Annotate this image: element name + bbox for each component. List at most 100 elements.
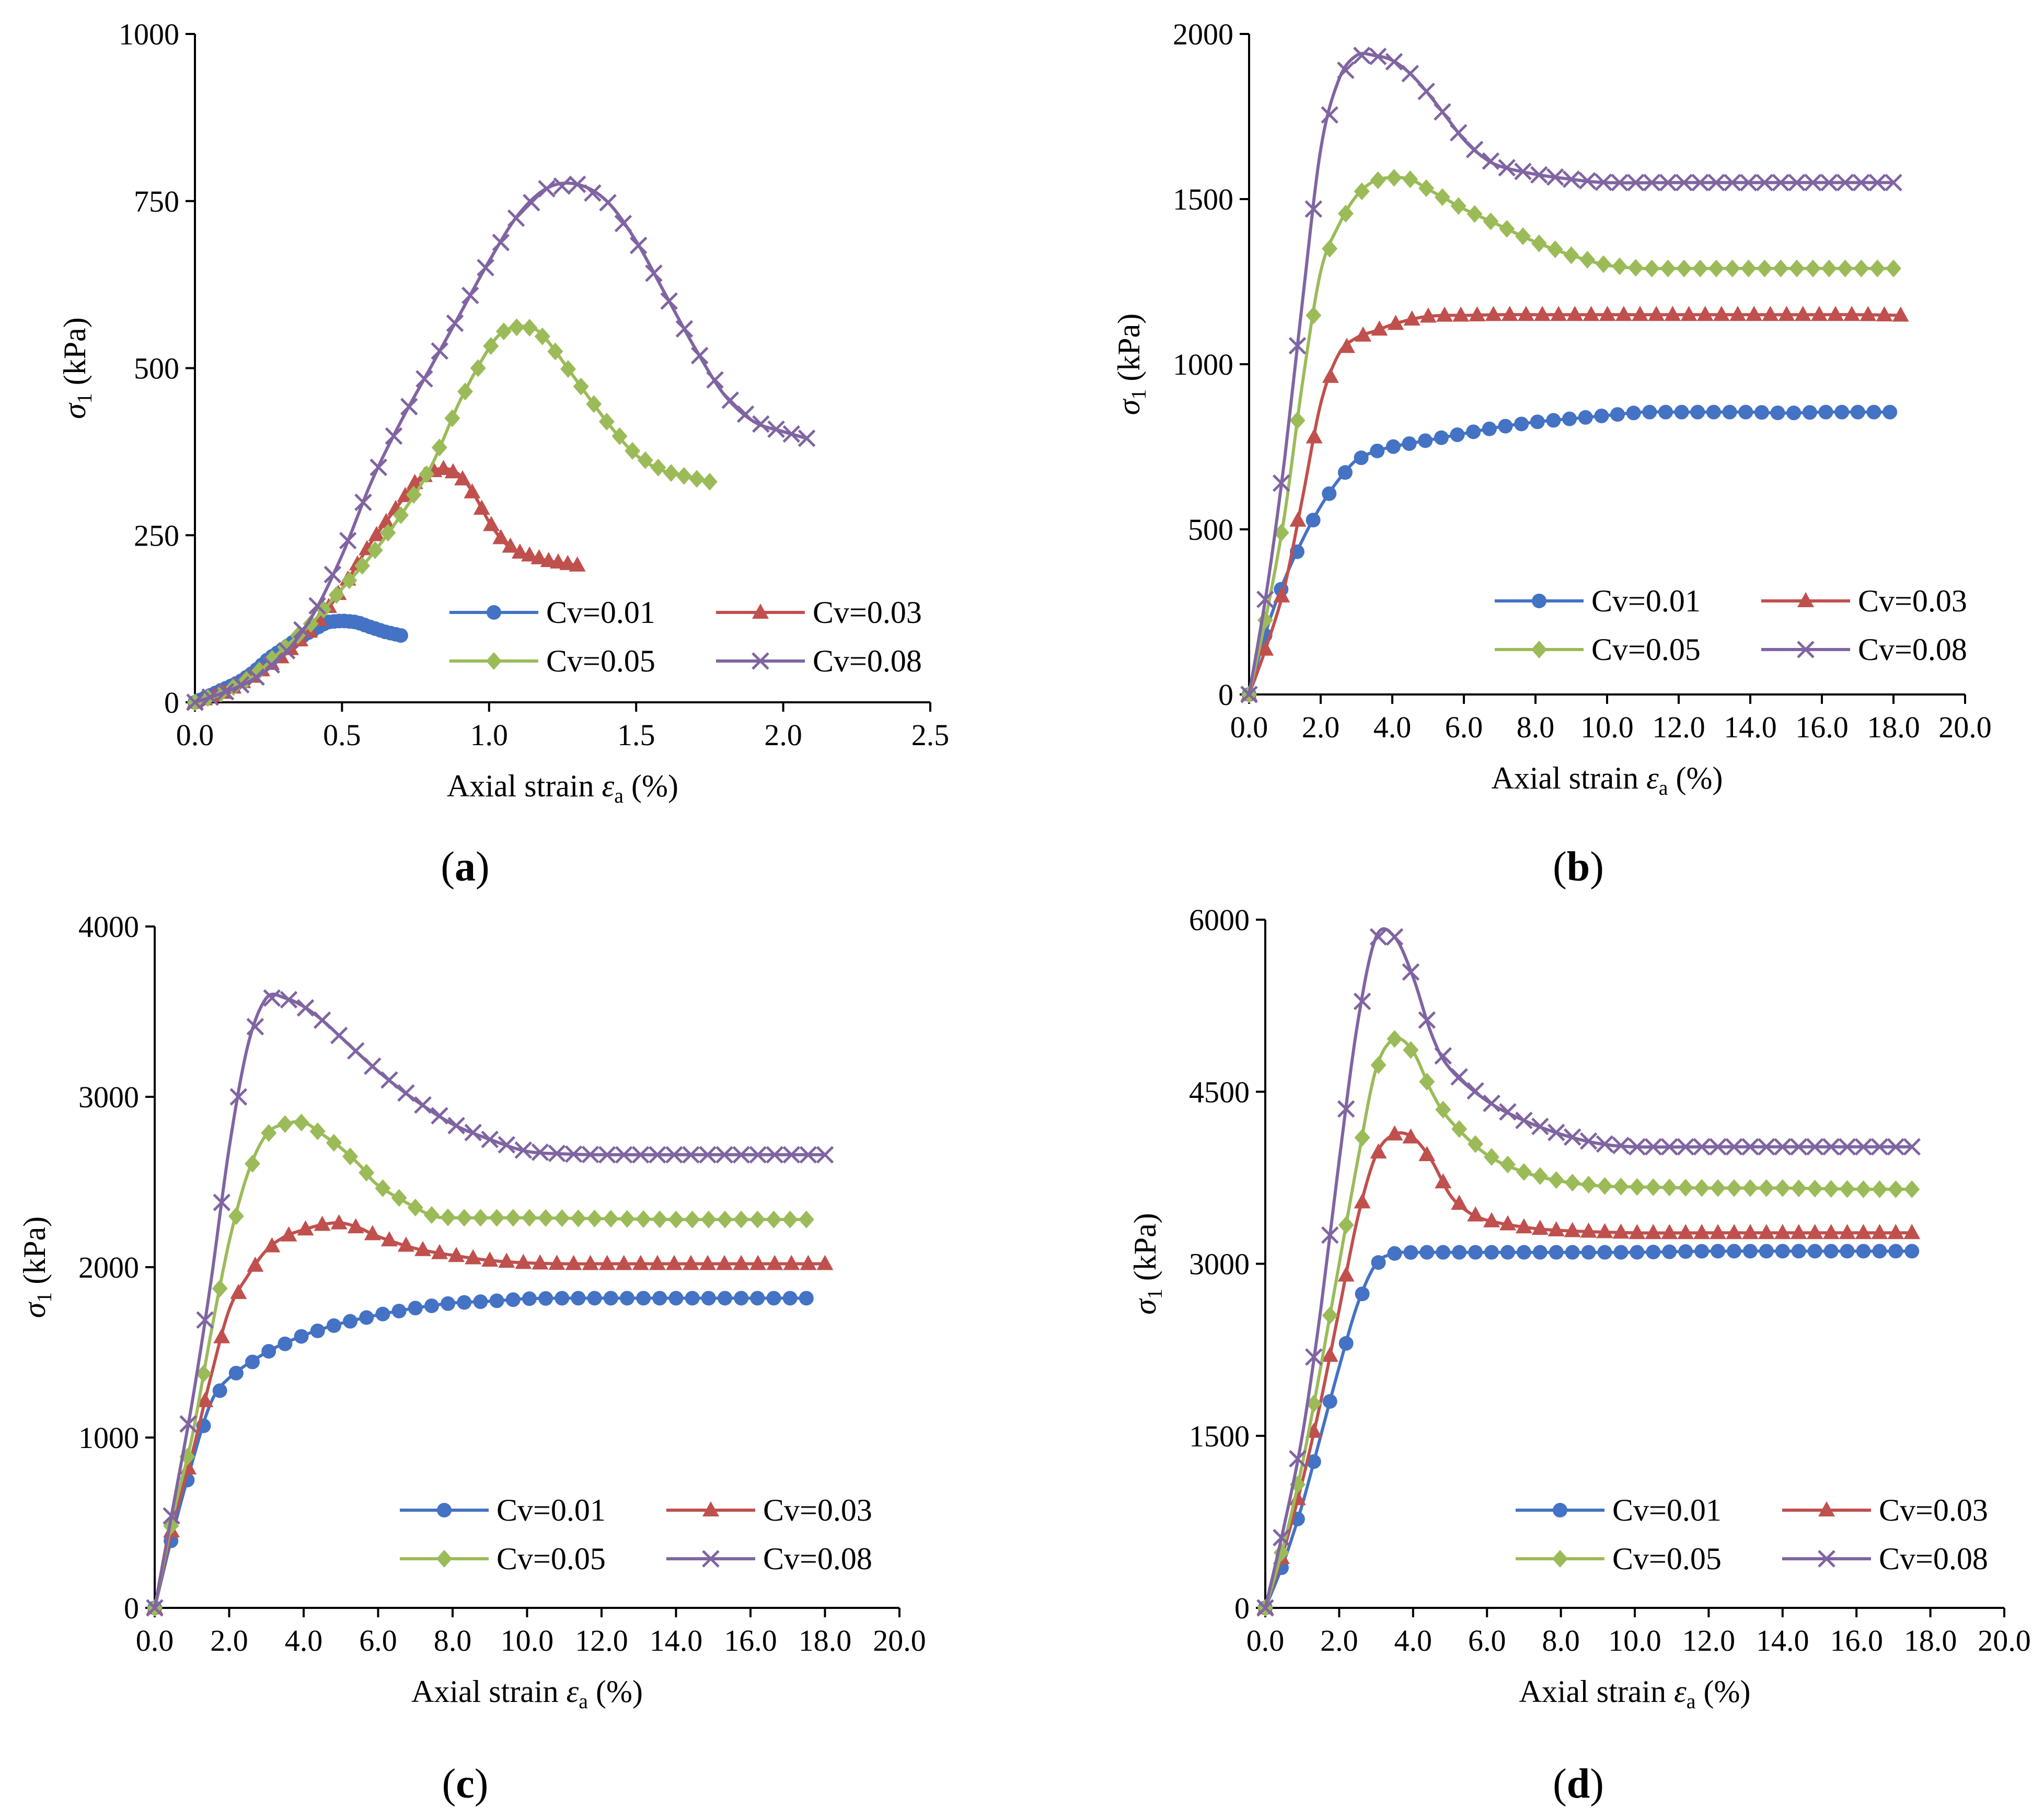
legend-label: Cv=0.05 bbox=[1612, 1542, 1722, 1576]
data-point bbox=[212, 1383, 227, 1398]
x-tick-label: 0.0 bbox=[1230, 710, 1268, 744]
data-point bbox=[1852, 173, 1870, 192]
data-point bbox=[690, 346, 709, 365]
x-tick-label: 14.0 bbox=[1724, 710, 1777, 744]
data-point bbox=[400, 398, 418, 415]
data-point bbox=[699, 1255, 717, 1270]
data-point bbox=[649, 1255, 666, 1270]
data-point bbox=[431, 438, 447, 457]
data-point bbox=[1583, 306, 1600, 321]
data-point bbox=[1468, 1135, 1484, 1153]
x-tick-label: 20.0 bbox=[1978, 1624, 2031, 1658]
data-point bbox=[734, 1291, 749, 1306]
data-point bbox=[614, 214, 632, 233]
data-point bbox=[603, 1210, 619, 1228]
data-point bbox=[1289, 1450, 1307, 1468]
data-point bbox=[1883, 404, 1898, 420]
data-point bbox=[186, 693, 204, 711]
data-point bbox=[1661, 1224, 1678, 1239]
series-line-Cv=0.03 bbox=[153, 1221, 825, 1608]
data-point bbox=[473, 500, 490, 515]
data-point bbox=[701, 472, 718, 491]
data-point bbox=[1418, 433, 1433, 448]
data-point bbox=[1306, 1395, 1322, 1413]
data-point bbox=[1770, 405, 1785, 421]
series-line-Cv=0.03 bbox=[1264, 1131, 1912, 1608]
y-tick-label: 6000 bbox=[1189, 903, 1250, 937]
data-point bbox=[406, 485, 422, 504]
data-point bbox=[228, 1365, 244, 1381]
legend-marker bbox=[1797, 641, 1815, 658]
data-point bbox=[1418, 179, 1435, 198]
data-point bbox=[538, 1291, 553, 1306]
data-point bbox=[1465, 141, 1484, 158]
legend-marker bbox=[1797, 592, 1814, 607]
data-point bbox=[1483, 1094, 1500, 1113]
legend: Cv=0.01 Cv=0.03 Cv=0.05 Cv=0.08 bbox=[1516, 1493, 1988, 1576]
chart-panel-b: 0 500 1000 1500 2000 0.0 2.0 4.0 6.0 8.0 10.0 12.0 1… bbox=[1112, 17, 1992, 890]
data-point bbox=[1678, 1244, 1693, 1259]
data-point bbox=[1563, 246, 1579, 264]
data-point bbox=[636, 1291, 651, 1306]
data-point bbox=[1562, 411, 1577, 426]
data-point bbox=[749, 1210, 766, 1229]
data-point bbox=[1774, 1224, 1791, 1239]
data-point bbox=[454, 470, 471, 485]
data-point bbox=[766, 1291, 781, 1306]
data-point bbox=[397, 1236, 414, 1252]
data-point bbox=[1726, 1179, 1742, 1197]
data-point bbox=[1772, 173, 1789, 192]
data-point bbox=[782, 1291, 798, 1306]
data-point bbox=[1468, 1245, 1483, 1260]
legend-marker bbox=[1818, 1550, 1835, 1568]
x-tick-label: 4.0 bbox=[1394, 1624, 1433, 1658]
data-point bbox=[310, 1323, 325, 1338]
data-point bbox=[522, 1291, 537, 1306]
data-point bbox=[718, 1291, 733, 1306]
y-tick-label: 3000 bbox=[1189, 1247, 1250, 1281]
data-point bbox=[1273, 524, 1289, 542]
data-point bbox=[1451, 1195, 1468, 1210]
data-point bbox=[799, 1291, 814, 1306]
data-point bbox=[1272, 474, 1290, 492]
data-point bbox=[293, 621, 311, 639]
data-point bbox=[263, 1237, 281, 1253]
data-point bbox=[1629, 1224, 1646, 1239]
data-point bbox=[1806, 1224, 1823, 1239]
data-point bbox=[1729, 306, 1747, 321]
legend-marker bbox=[1532, 594, 1546, 608]
x-tick-label: 6.0 bbox=[359, 1624, 397, 1658]
data-point bbox=[1354, 1129, 1370, 1147]
data-point bbox=[1840, 1244, 1855, 1259]
y-tick-label: 1000 bbox=[119, 17, 179, 51]
data-point bbox=[229, 1088, 248, 1106]
data-point bbox=[392, 506, 409, 524]
data-point bbox=[1306, 1454, 1321, 1469]
data-point bbox=[1596, 255, 1612, 273]
x-tick-label: 8.0 bbox=[434, 1624, 472, 1658]
data-point bbox=[213, 1328, 230, 1343]
data-point bbox=[645, 264, 663, 282]
y-axis-label-unit: (kPa) bbox=[17, 1216, 52, 1292]
data-point bbox=[1676, 259, 1692, 277]
data-point bbox=[1786, 405, 1802, 421]
data-point bbox=[598, 412, 615, 431]
data-point bbox=[457, 1295, 472, 1310]
x-tick-label: 12.0 bbox=[1652, 710, 1705, 744]
data-point bbox=[481, 1130, 499, 1149]
data-point bbox=[716, 1255, 733, 1270]
data-point bbox=[1532, 1167, 1548, 1185]
data-point bbox=[1578, 172, 1597, 190]
data-point bbox=[1501, 306, 1518, 321]
data-point bbox=[1436, 306, 1453, 322]
data-point bbox=[521, 1209, 537, 1227]
data-point bbox=[228, 1207, 244, 1225]
y-tick-label: 4000 bbox=[78, 910, 139, 944]
x-tick-label: 18.0 bbox=[1867, 710, 1920, 744]
x-tick-label: 14.0 bbox=[650, 1624, 703, 1658]
data-point bbox=[347, 1218, 364, 1234]
legend-label: Cv=0.03 bbox=[1879, 1493, 1988, 1527]
data-point bbox=[1369, 928, 1388, 946]
y-axis-label: σ1 (kPa) bbox=[1112, 314, 1150, 415]
x-tick-label: 0.0 bbox=[176, 718, 214, 752]
